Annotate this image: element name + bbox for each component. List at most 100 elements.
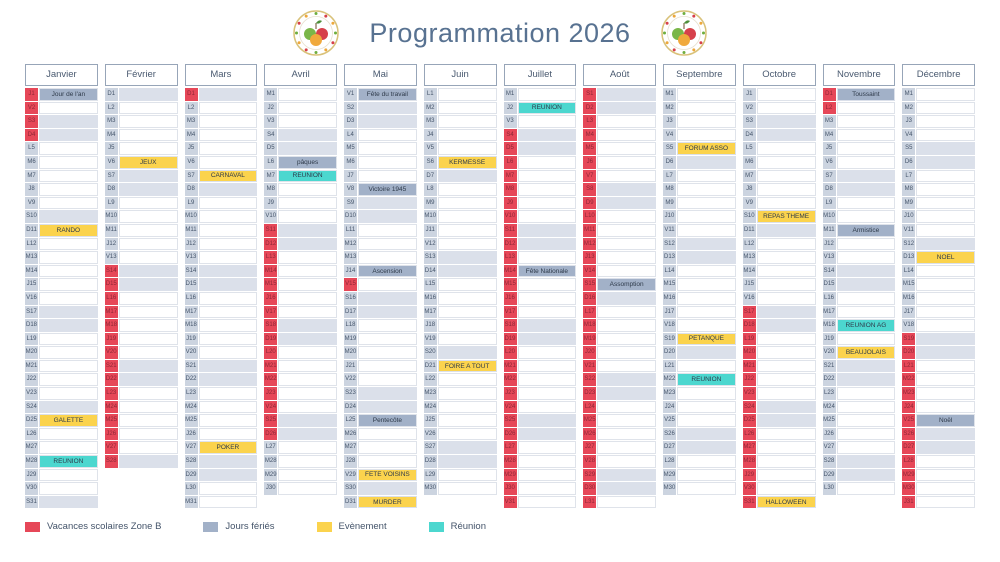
day-label: D22 — [822, 373, 836, 387]
day-cell — [278, 223, 337, 237]
day-label: M17 — [822, 305, 836, 319]
day-row: L2 — [184, 101, 258, 115]
day-cell — [39, 237, 98, 251]
day-row: L16 — [104, 291, 178, 305]
day-row: M11 — [184, 223, 258, 237]
day-row: L9 — [822, 196, 896, 210]
day-label: D19 — [503, 332, 517, 346]
day-row: S11 — [503, 223, 577, 237]
day-row: D27 — [663, 441, 736, 455]
day-label: D10 — [344, 210, 357, 223]
day-row: M30 — [902, 482, 975, 495]
day-row: M5 — [344, 142, 417, 155]
legend-swatch — [428, 521, 444, 532]
day-row: V20 — [184, 346, 258, 359]
day-label: V2 — [25, 101, 38, 115]
day-row: J12 — [104, 237, 178, 251]
event-badge: FOIRE A TOUT — [438, 360, 496, 372]
day-cell — [118, 400, 178, 414]
day-label: J5 — [184, 142, 198, 155]
day-label: D20 — [663, 346, 676, 359]
day-row: V26 — [423, 427, 497, 441]
day-cell — [677, 169, 736, 183]
month-rows: D1 Toussaint L2 M3 M4 J5 V6 S7 D8 L9 M10 M11 Armisti… — [822, 88, 896, 495]
day-row: M12 — [344, 237, 417, 251]
day-cell — [756, 278, 816, 291]
legend-item: Réunion — [428, 521, 486, 532]
month-rows: M1 M2 J3 V4 S5 D6 L7 M8 M9 J10 V11 S12 D13 NOEL L14 M15… — [902, 88, 975, 509]
day-row: D13 NOEL — [902, 251, 975, 264]
event-badge: Ascension — [359, 265, 416, 277]
day-row: S23 — [344, 387, 417, 400]
day-row: L21 — [902, 359, 975, 373]
day-cell: NOEL — [916, 251, 975, 264]
day-row: M13 — [742, 251, 816, 264]
day-row: S24 — [25, 400, 98, 414]
day-label: D15 — [104, 278, 118, 291]
day-label: S23 — [344, 387, 357, 400]
day-cell — [278, 414, 337, 427]
day-cell: REUNION — [278, 169, 337, 183]
day-row: V30 — [25, 482, 98, 495]
day-row: M2 — [902, 101, 975, 115]
day-row: L27 — [503, 441, 577, 455]
day-cell — [677, 414, 736, 427]
day-cell — [39, 155, 98, 169]
day-row: D29 — [184, 468, 258, 482]
event-badge: REPAS THEME — [757, 211, 815, 222]
event-badge: RANDO — [40, 224, 97, 236]
day-label: V20 — [184, 346, 198, 359]
day-label: L27 — [503, 441, 517, 455]
day-cell — [118, 291, 178, 305]
day-cell — [677, 400, 736, 414]
day-row: M15 — [663, 278, 736, 291]
day-cell — [916, 264, 975, 278]
day-row: S27 — [423, 441, 497, 455]
day-cell — [358, 482, 417, 495]
day-cell — [836, 387, 896, 400]
day-label: L20 — [503, 346, 517, 359]
day-row: M22 — [264, 373, 337, 387]
day-row: J20 — [583, 346, 656, 359]
day-label: J29 — [25, 468, 38, 482]
legend-swatch — [316, 521, 332, 532]
day-cell — [756, 455, 816, 468]
day-cell — [597, 468, 656, 482]
day-label: V17 — [264, 305, 278, 319]
day-row: S18 — [264, 319, 337, 332]
day-label: L9 — [822, 196, 836, 210]
day-row: S12 — [902, 237, 975, 251]
day-cell: CARNAVAL — [198, 169, 258, 183]
day-row: D19 — [503, 332, 577, 346]
day-label: M5 — [344, 142, 357, 155]
day-row: J6 — [583, 155, 656, 169]
day-cell — [118, 251, 178, 264]
day-label: V27 — [184, 441, 198, 455]
day-label: S31 — [25, 495, 38, 509]
day-cell — [836, 183, 896, 196]
day-cell — [756, 169, 816, 183]
day-label: D1 — [184, 88, 198, 101]
event-badge: FETE VOISINS — [359, 469, 416, 481]
day-cell — [278, 400, 337, 414]
day-cell — [118, 101, 178, 115]
day-label: M7 — [742, 169, 756, 183]
day-row: L20 — [503, 346, 577, 359]
day-cell — [278, 468, 337, 482]
day-label: S21 — [822, 359, 836, 373]
day-row: D27 — [902, 441, 975, 455]
day-label: M22 — [902, 373, 916, 387]
day-label: S5 — [663, 142, 676, 155]
day-label: L16 — [184, 291, 198, 305]
day-row: M14 — [742, 264, 816, 278]
day-label: J16 — [264, 291, 278, 305]
day-row: V20 BEAUJOLAIS — [822, 346, 896, 359]
day-label: V11 — [902, 223, 916, 237]
day-row: S16 — [344, 291, 417, 305]
day-cell — [118, 455, 178, 468]
day-cell — [916, 155, 975, 169]
day-cell — [358, 319, 417, 332]
day-cell — [358, 142, 417, 155]
day-row: S14 — [104, 264, 178, 278]
day-row: D8 — [104, 183, 178, 196]
